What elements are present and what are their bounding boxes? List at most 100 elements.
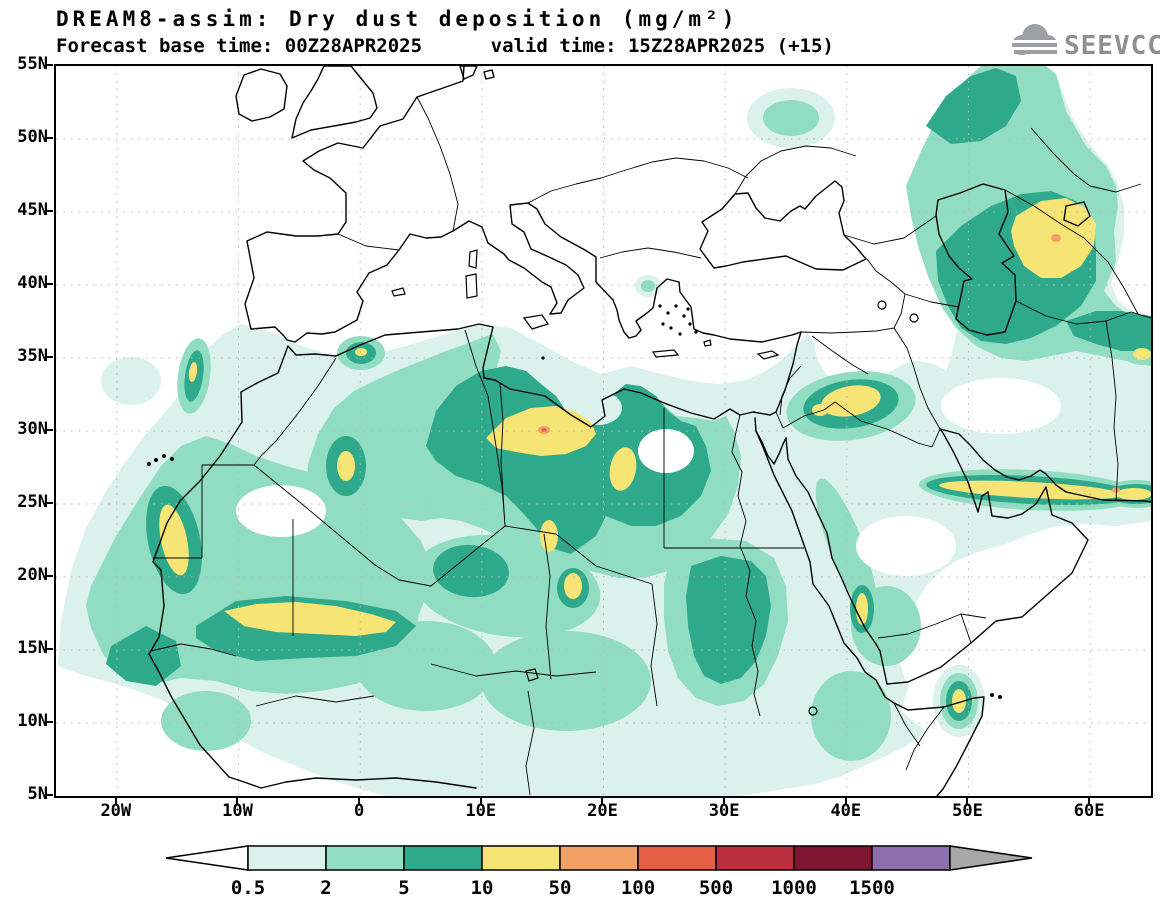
lat-tick-label: 15N <box>17 638 48 658</box>
axis-tick <box>45 137 53 139</box>
legend-label: 10 <box>471 877 494 899</box>
legend-segment <box>715 845 795 871</box>
country-borders-africa <box>150 329 804 796</box>
europe-coastline <box>244 65 680 343</box>
axis-tick <box>601 797 604 805</box>
axis-tick <box>45 575 53 577</box>
axis-tick <box>45 356 53 358</box>
lon-tick-label: 0 <box>354 801 365 821</box>
legend-label: 1500 <box>849 877 895 899</box>
legend-segment <box>871 845 951 871</box>
country-borders-centralasia <box>1004 127 1152 501</box>
dust-map <box>56 65 1165 797</box>
lon-tick-label: 30E <box>708 801 740 821</box>
lake-chad <box>525 668 539 682</box>
lake-urmia <box>909 313 919 323</box>
sicily-island <box>522 314 549 330</box>
axis-tick <box>45 64 53 66</box>
border-layer <box>150 96 1152 796</box>
legend-under-arrow <box>165 845 249 871</box>
legend-label: 50 <box>549 877 572 899</box>
map-frame <box>54 64 1165 798</box>
country-borders-europe <box>337 96 857 259</box>
redsea-horn-coastline <box>755 430 985 797</box>
logo-text: SEEVCCC <box>1064 31 1160 61</box>
seevccc-logo: SEEVCCC <box>1008 24 1160 61</box>
axis-tick <box>45 283 53 285</box>
legend-segment <box>637 845 717 871</box>
axis-tick <box>45 210 53 212</box>
cloud-icon <box>1008 24 1062 55</box>
axis-tick <box>479 797 482 805</box>
legend-label: 2 <box>320 877 331 899</box>
page-title: DREAM8-assim: Dry dust deposition (mg/m²… <box>56 7 739 31</box>
legend-over-arrow <box>949 845 1033 871</box>
caspian-sea-outline <box>935 183 1017 336</box>
lat-tick-label: 40N <box>17 273 48 293</box>
forecast-time-subtitle: Forecast base time: 00Z28APR2025 valid t… <box>56 35 834 57</box>
axis-tick <box>45 429 53 431</box>
lon-tick-label: 20E <box>587 801 618 821</box>
axis-tick <box>114 797 117 805</box>
nile-river <box>731 414 761 717</box>
legend-colorbar: 0.5 2 5 10 50 100 500 1000 1500 <box>165 845 1033 899</box>
aral-sea-outline <box>1063 201 1091 227</box>
legend-segment <box>559 845 639 871</box>
balearic-islands <box>391 287 406 297</box>
legend-segment <box>403 845 483 871</box>
axis-tick <box>45 502 53 504</box>
country-borders-horn <box>893 702 945 771</box>
lat-tick-label: 55N <box>17 54 48 74</box>
turkey-south-coastline <box>678 281 802 343</box>
lon-tick-label: 40E <box>830 801 862 821</box>
legend-segment <box>481 845 561 871</box>
lon-tick-label: 10E <box>465 801 497 821</box>
crete-island <box>651 349 680 358</box>
axis-tick <box>45 648 53 650</box>
axis-tick <box>45 794 53 796</box>
lat-tick-label: 5N <box>27 784 48 804</box>
legend-segment <box>325 845 405 871</box>
lat-tick-label: 10N <box>17 711 48 731</box>
axis-tick <box>45 721 53 723</box>
rhodes-island <box>703 339 712 347</box>
legend-label: 0.5 <box>231 877 265 899</box>
socotra-dots <box>990 693 1002 699</box>
lat-tick-label: 45N <box>17 200 48 220</box>
aegean-island-dots <box>541 304 698 360</box>
ireland-outline <box>235 68 288 122</box>
lon-tick-label: 50E <box>952 801 983 821</box>
legend-label: 5 <box>398 877 409 899</box>
axis-tick <box>1088 797 1091 805</box>
corsica-island <box>468 249 478 269</box>
sardinia-island <box>465 273 478 299</box>
lat-tick-label: 50N <box>17 127 48 147</box>
coastline-layer <box>148 65 1152 797</box>
lake-van <box>877 300 887 310</box>
denmark-outline <box>459 65 495 80</box>
legend-label: 500 <box>699 877 733 899</box>
axis-tick <box>358 797 361 805</box>
legend-label: 1000 <box>771 877 817 899</box>
legend-label: 100 <box>621 877 655 899</box>
lat-tick-label: 25N <box>17 492 48 512</box>
turkey-north-coastline <box>713 255 867 271</box>
lon-tick-label: 10W <box>222 801 253 821</box>
britain-outline <box>291 65 378 139</box>
cyprus-island <box>756 350 780 360</box>
canary-island-dots <box>147 454 174 466</box>
axis-tick <box>844 797 847 805</box>
axis-tick <box>236 797 239 805</box>
island-layer <box>147 249 1002 699</box>
lon-tick-label: 60E <box>1073 801 1105 821</box>
lake-tana <box>808 706 818 716</box>
axis-tick <box>723 797 726 805</box>
arabia-coastline <box>785 428 1089 685</box>
africa-coastline <box>148 323 802 789</box>
blacksea-coastline <box>699 180 867 269</box>
axis-tick <box>966 797 969 805</box>
legend-segment <box>793 845 873 871</box>
gridline-layer <box>56 66 1151 796</box>
legend-segment <box>247 845 327 871</box>
lat-tick-label: 35N <box>17 346 48 366</box>
